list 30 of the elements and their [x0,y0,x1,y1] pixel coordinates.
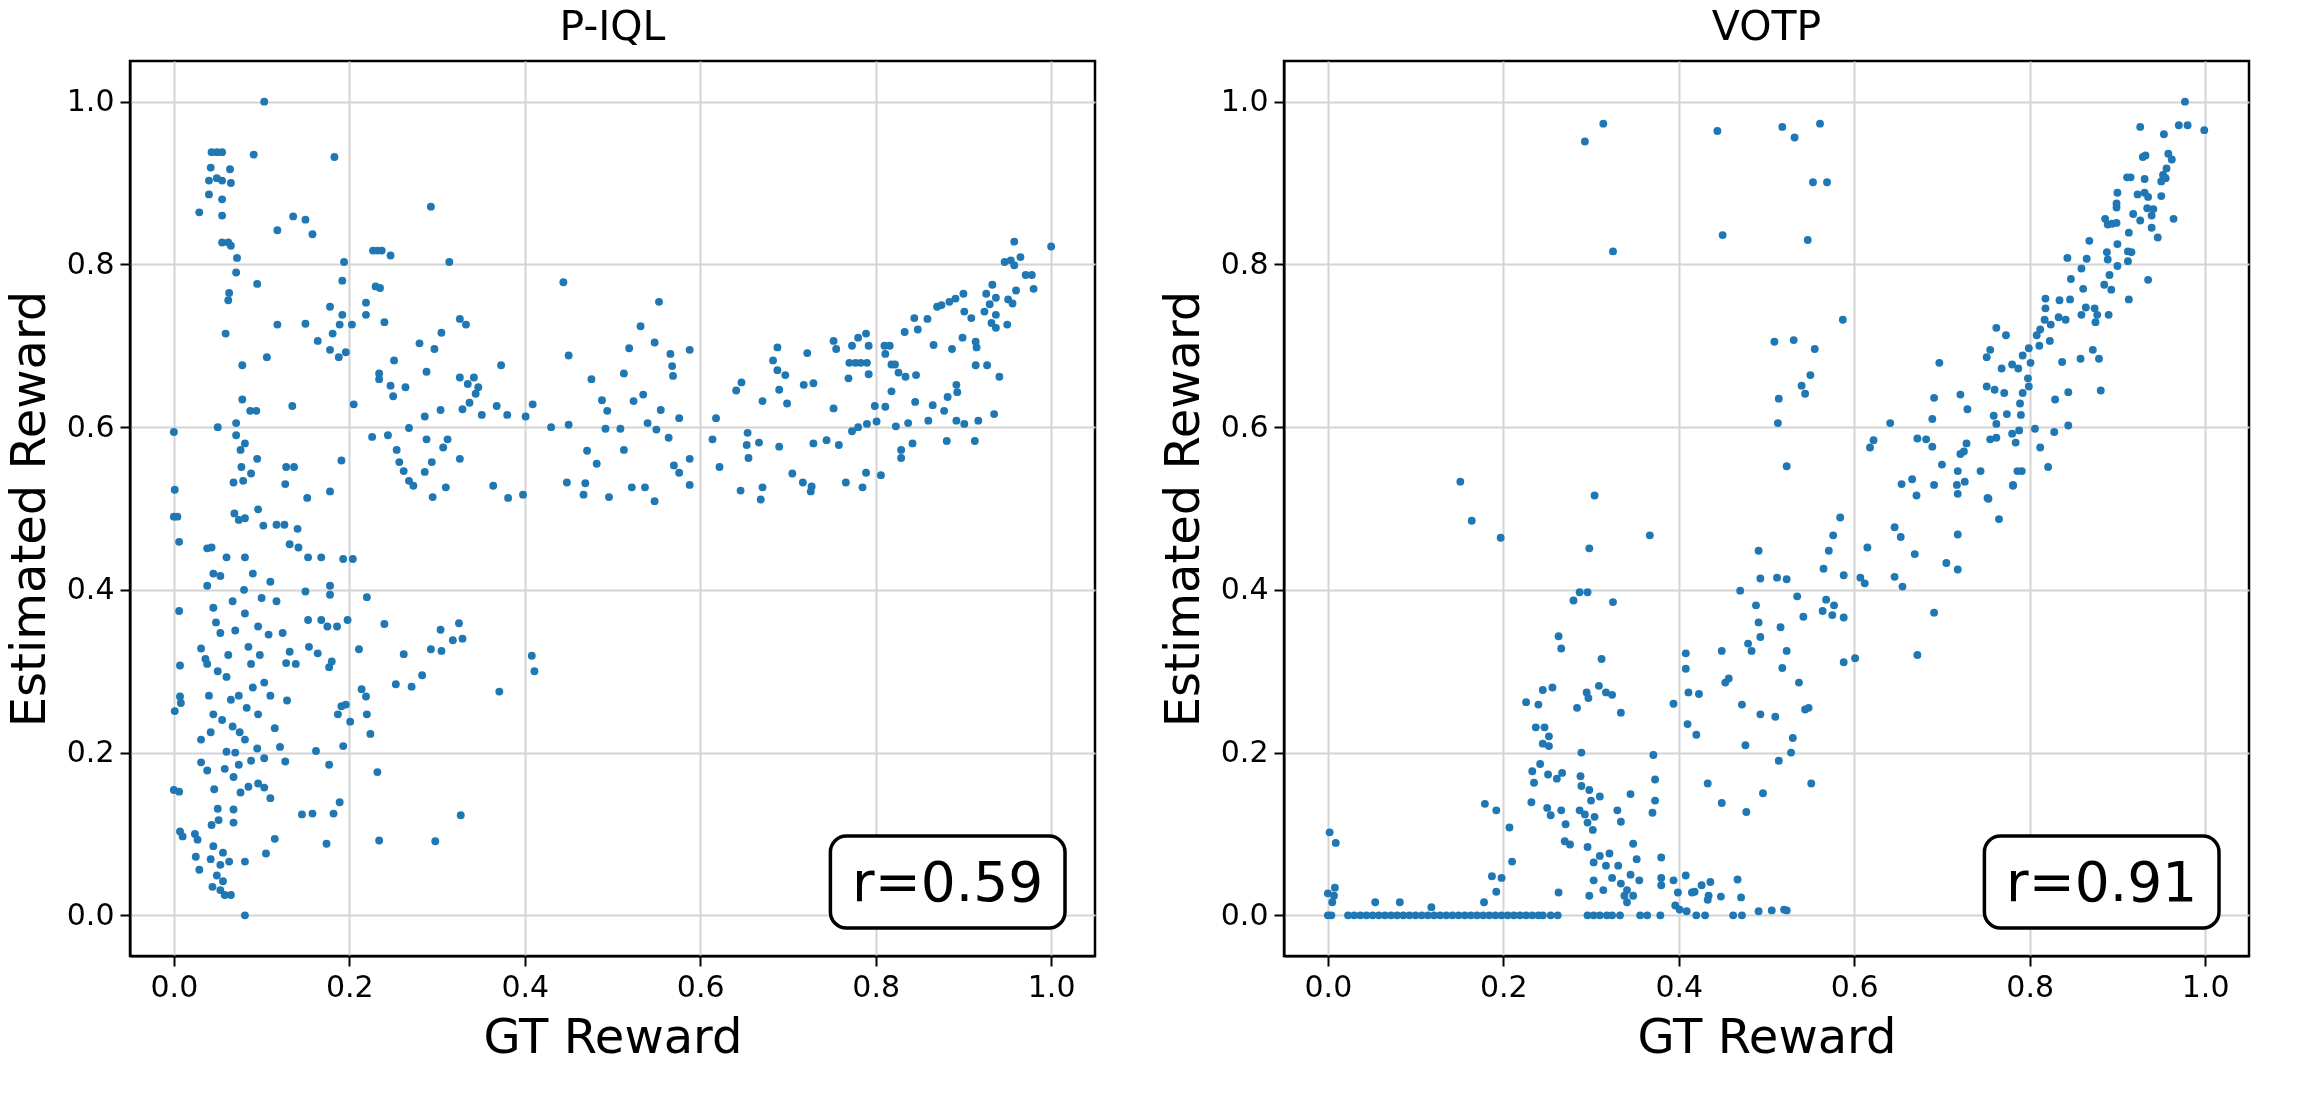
x-tick-label: 0.2 [325,968,374,1004]
y-tick-label: 1.0 [66,83,115,119]
y-tick-label: 0.6 [1220,408,1269,444]
x-tick-label: 0.6 [1830,968,1879,1004]
y-tick-label: 0.6 [66,408,115,444]
x-tick-label: 1.0 [1027,968,1076,1004]
annotation: r=0.91 [2006,850,2198,914]
x-tick-label: 0.4 [501,968,550,1004]
x-tick-label: 0.8 [2006,968,2055,1004]
x-tick-label: 1.0 [2181,968,2230,1004]
y-tick-label: 0.8 [66,245,115,281]
x-tick-label: 0.2 [1479,968,1528,1004]
y-tick-label: 0.2 [66,734,115,770]
annotation: r=0.59 [852,850,1044,914]
x-axis-title: GT Reward [1637,1007,1897,1064]
x-tick-label: 0.8 [852,968,901,1004]
y-tick-label: 1.0 [1220,83,1269,119]
chart-title: P-IQL [559,2,666,50]
y-tick-label: 0.0 [1220,896,1269,932]
x-tick-label: 0.4 [1655,968,1704,1004]
chart-title: VOTP [1711,2,1822,50]
x-tick-label: 0.6 [676,968,725,1004]
y-tick-label: 0.8 [1220,245,1269,281]
y-tick-label: 0.2 [1220,734,1269,770]
y-axis-title: Estimated Reward [1153,290,1210,728]
y-axis-title: Estimated Reward [0,290,56,728]
y-tick-label: 0.4 [66,571,115,607]
y-tick-label: 0.4 [1220,571,1269,607]
x-tick-label: 0.0 [1304,968,1353,1004]
x-axis-title: GT Reward [483,1007,743,1064]
